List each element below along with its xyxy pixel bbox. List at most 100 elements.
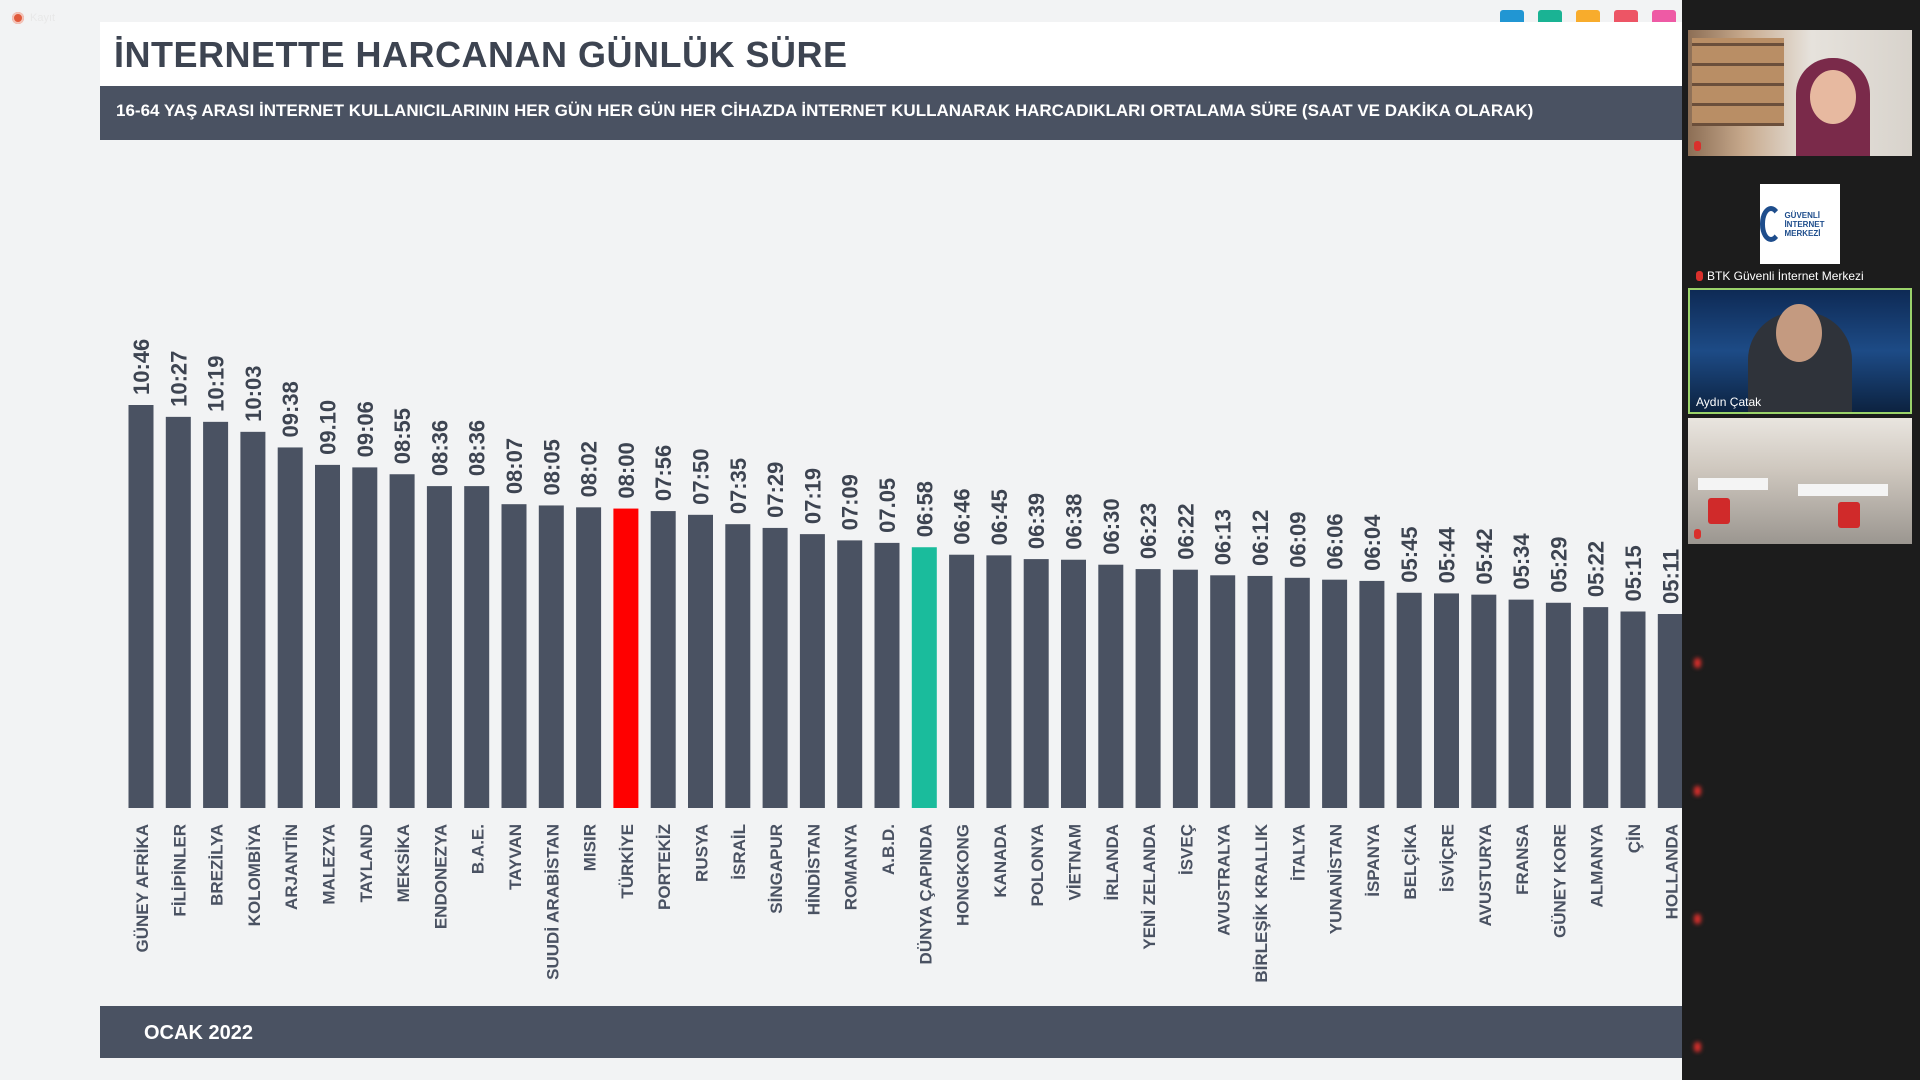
g-logo-icon [1760, 206, 1783, 242]
data-label-26: 06:38 [1062, 493, 1087, 549]
category-label-24: KANADA [991, 824, 1010, 898]
bar-22 [911, 547, 937, 808]
data-label-40: 05:22 [1584, 541, 1609, 597]
participant-tile-6[interactable] [1688, 680, 1912, 802]
data-label-15: 07:56 [651, 445, 676, 501]
data-label-12: 08:05 [539, 439, 564, 495]
participant-name [1694, 527, 1705, 541]
data-label-17: 07:35 [726, 458, 751, 514]
data-label-41: 05:15 [1621, 545, 1646, 601]
mic-muted-icon [1694, 658, 1701, 668]
record-icon [12, 12, 24, 24]
category-label-1: GÜNEY AFRİKA [133, 824, 152, 952]
category-label-19: HİNDİSTAN [804, 824, 823, 915]
bar-9 [426, 486, 452, 808]
data-label-19: 07:19 [800, 468, 825, 524]
bar-11 [501, 504, 527, 808]
category-label-42: HOLLANDA [1662, 824, 1681, 919]
bar-16 [688, 514, 713, 808]
shared-screen: Kayıt İNTERNETTE HARCANAN GÜNLÜK SÜRE 16… [0, 0, 1682, 1080]
participant-tile-7[interactable] [1688, 808, 1912, 930]
data-label-18: 07:29 [763, 462, 788, 518]
category-label-15: PORTEKİZ [655, 824, 674, 910]
chair [1838, 502, 1860, 528]
data-label-24: 06:45 [987, 489, 1012, 545]
category-label-3: BREZİLYA [208, 824, 227, 906]
bar-23 [949, 554, 975, 808]
data-label-34: 06:04 [1360, 514, 1385, 571]
category-label-16: RUSYA [693, 824, 712, 882]
data-label-9: 08:36 [427, 420, 452, 476]
bar-41 [1620, 611, 1646, 808]
mic-muted-icon [1694, 141, 1701, 151]
bar-36 [1434, 593, 1459, 808]
bar-38 [1508, 599, 1534, 808]
bar-31 [1247, 575, 1273, 808]
bar-35 [1396, 592, 1422, 808]
data-label-28: 06:23 [1136, 503, 1161, 559]
logo-text: GÜVENLİ İNTERNET MERKEZİ [1784, 210, 1825, 238]
category-label-41: ÇİN [1625, 824, 1644, 853]
bar-37 [1471, 594, 1497, 808]
recording-indicator[interactable]: Kayıt [12, 12, 55, 24]
data-label-8: 08:55 [390, 408, 415, 464]
bar-32 [1284, 577, 1310, 808]
bar-12 [538, 505, 564, 808]
bar-20 [837, 540, 863, 808]
category-label-7: TAYLAND [357, 824, 376, 902]
bar-25 [1023, 559, 1049, 808]
category-label-21: A.B.D. [879, 824, 898, 875]
data-label-22: 06:58 [912, 481, 937, 537]
participant-face [1810, 70, 1856, 124]
category-label-11: TAYVAN [506, 824, 525, 890]
bar-30 [1210, 575, 1236, 808]
slide-footer-bar: OCAK 2022 [100, 1006, 1682, 1058]
participant-video-1[interactable] [1688, 30, 1912, 156]
category-label-17: İSRAİL [730, 824, 749, 880]
bar-10 [464, 486, 490, 808]
category-label-28: YENİ ZELANDA [1140, 824, 1159, 950]
mic-muted-icon [1694, 914, 1701, 924]
bar-2 [165, 416, 191, 808]
participant-video-active-speaker[interactable]: Aydın Çatak [1688, 288, 1912, 414]
bar-chart: 10:46 GÜNEY AFRİKA 10:27 FİLİPİNLER 10:19 BRE… [128, 339, 1682, 983]
category-label-35: BELÇİKA [1401, 824, 1420, 900]
category-label-40: ALMANYA [1588, 824, 1607, 907]
category-label-33: YUNANİSTAN [1327, 824, 1346, 934]
category-label-12: SUUDİ ARABİSTAN [543, 824, 562, 980]
participant-name [1694, 139, 1705, 153]
category-label-8: MEKSİKA [394, 824, 413, 902]
participant-tile-5[interactable] [1688, 552, 1912, 674]
slide-subtitle: 16-64 YAŞ ARASI İNTERNET KULLANICILARINI… [116, 101, 1534, 120]
data-label-39: 05:29 [1546, 536, 1571, 592]
bar-1 [128, 405, 154, 808]
data-label-6: 09.10 [316, 400, 341, 455]
bar-42 [1657, 614, 1682, 808]
participant-name [1694, 786, 1705, 798]
participants-panel: GÜVENLİ İNTERNET MERKEZİ BTK Güvenli İnt… [1682, 0, 1920, 1080]
category-label-6: MALEZYA [320, 824, 339, 905]
bar-33 [1322, 579, 1348, 808]
bookshelf-background [1692, 38, 1784, 126]
participant-video-classroom[interactable] [1688, 418, 1912, 544]
category-label-9: ENDONEZYA [431, 824, 450, 929]
mic-muted-icon [1694, 786, 1701, 796]
category-label-10: B.A.E. [469, 824, 488, 874]
participant-video-2[interactable]: GÜVENLİ İNTERNET MERKEZİ BTK Güvenli İnt… [1688, 182, 1912, 282]
category-label-39: GÜNEY KORE [1550, 824, 1569, 938]
data-label-10: 08:36 [465, 420, 490, 476]
data-label-7: 09:06 [353, 401, 378, 457]
data-label-36: 05:44 [1435, 526, 1460, 583]
category-label-31: BİRLEŞİK KRALLIK [1252, 823, 1271, 982]
bar-13 [576, 507, 602, 808]
category-label-37: AVUSTURYA [1476, 824, 1495, 926]
data-label-23: 06:46 [950, 488, 975, 544]
category-label-32: İTALYA [1289, 824, 1308, 881]
bar-6 [315, 464, 340, 808]
category-label-18: SİNGAPUR [767, 824, 786, 914]
participant-tile-8[interactable] [1688, 936, 1912, 1058]
mic-muted-icon [1694, 529, 1701, 539]
data-label-37: 05:42 [1472, 528, 1497, 584]
bar-24 [986, 555, 1012, 808]
data-label-21: 07.05 [875, 478, 900, 533]
